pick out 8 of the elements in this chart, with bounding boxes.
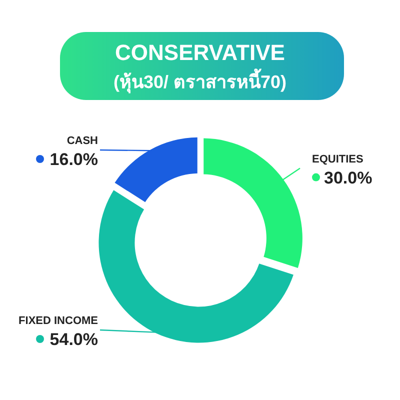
chart-subtitle: (หุ้น30/ ตราสารหนี้70) <box>113 68 287 94</box>
slice-label: FIXED INCOME <box>18 315 98 327</box>
data-label: 54.0% <box>50 330 98 349</box>
slice-label: CASH <box>66 135 98 147</box>
data-label: 16.0% <box>50 150 98 169</box>
slice-label: EQUITIES <box>312 153 364 166</box>
data-label: 30.0% <box>324 168 372 188</box>
chart-title: CONSERVATIVE <box>115 40 285 65</box>
